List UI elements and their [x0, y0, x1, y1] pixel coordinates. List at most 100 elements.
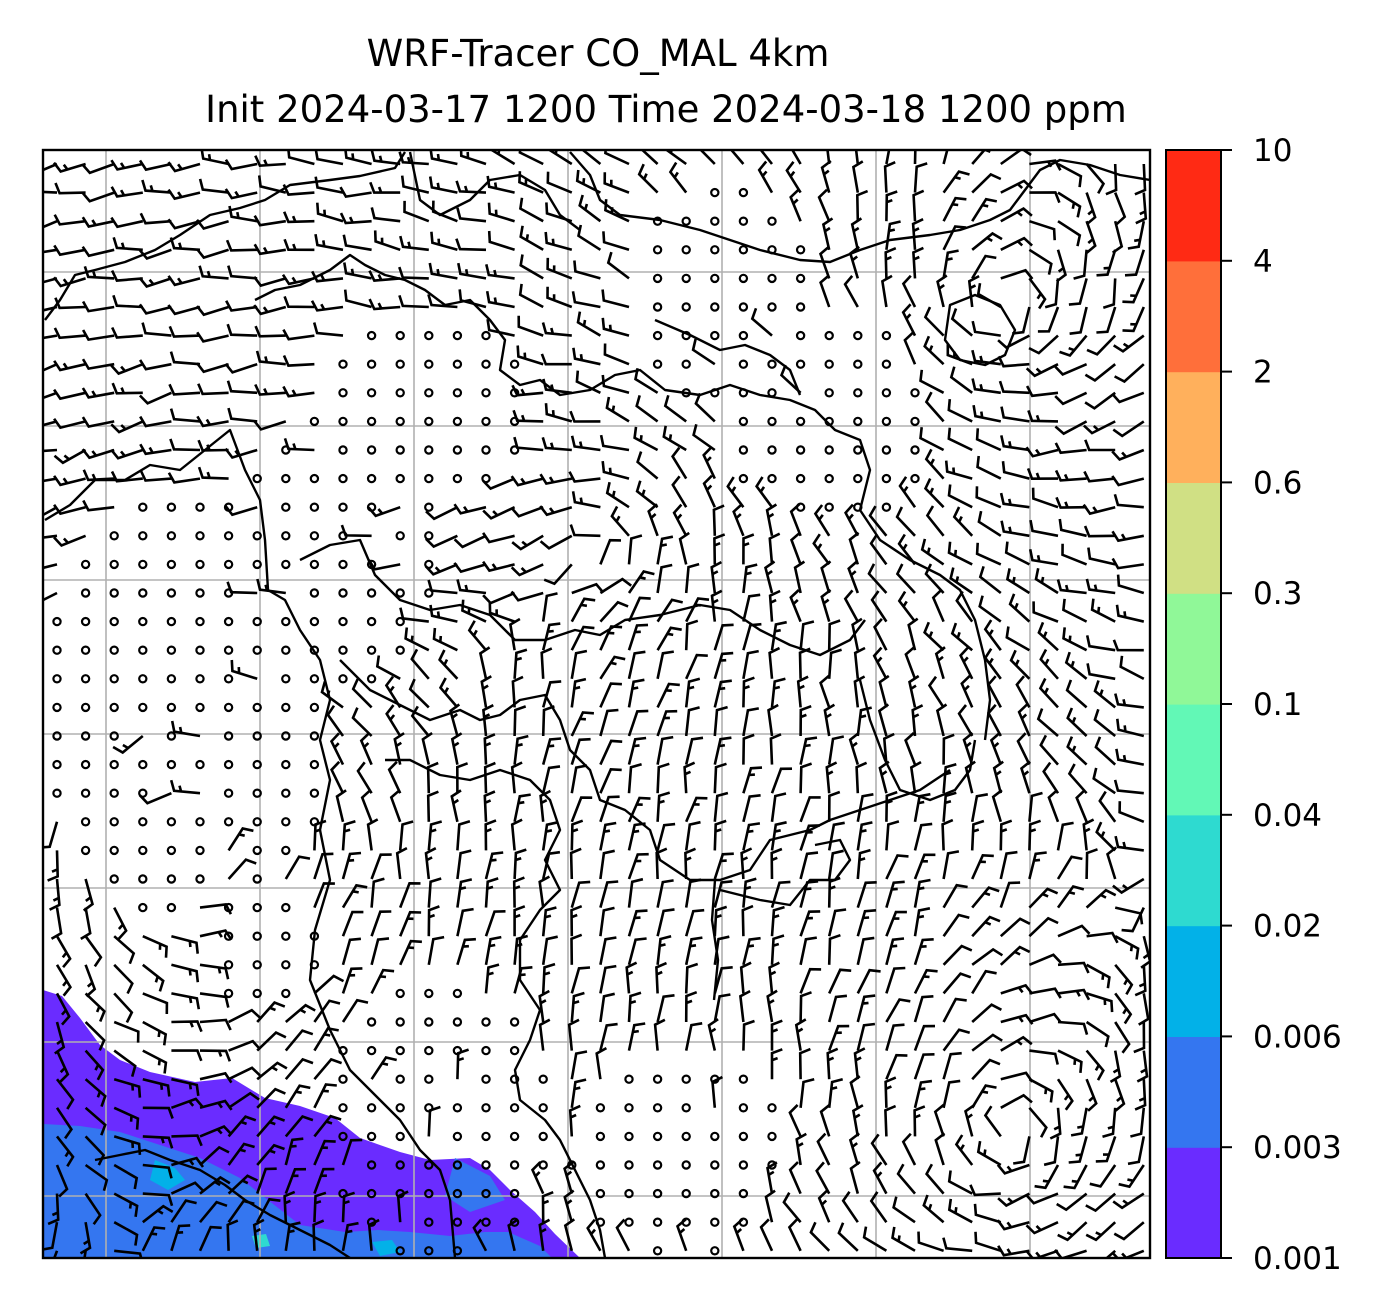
calm-wind-marker [366, 559, 377, 570]
wind-barb [170, 720, 201, 738]
wind-barb [767, 703, 779, 737]
wind-barb [942, 733, 955, 765]
calm-wind-marker [538, 1160, 548, 1170]
calm-wind-marker [481, 1160, 491, 1170]
wind-barb [1055, 249, 1068, 283]
calm-wind-marker [281, 502, 291, 512]
calm-wind-marker [166, 702, 177, 713]
wind-barb [255, 1167, 277, 1195]
wind-barb [141, 322, 172, 337]
calm-wind-marker [366, 588, 377, 598]
calm-wind-marker [166, 902, 177, 913]
wind-barb [942, 150, 949, 165]
wind-barb [885, 1053, 908, 1080]
calm-wind-marker [338, 674, 348, 684]
wind-barb [924, 563, 945, 594]
wind-barb [389, 789, 402, 823]
wind-barb [904, 732, 917, 766]
wind-barb [54, 182, 86, 195]
wind-barb [399, 607, 429, 623]
calm-wind-marker [138, 674, 148, 684]
wind-barb [656, 762, 670, 794]
wind-barb [809, 1221, 831, 1252]
wind-barb [455, 762, 469, 794]
calm-wind-marker [309, 674, 320, 684]
wind-barb [253, 419, 287, 431]
wind-barb [599, 434, 630, 452]
wind-barb [755, 476, 774, 508]
calm-wind-marker [395, 330, 405, 341]
calm-wind-marker [681, 1160, 691, 1170]
calm-wind-marker [338, 502, 348, 512]
wind-barb [605, 396, 630, 423]
calm-wind-marker [80, 559, 91, 570]
calm-wind-marker [624, 1103, 634, 1113]
wind-barb [81, 329, 115, 342]
wind-barb [827, 908, 847, 937]
wind-barb [742, 936, 761, 966]
calm-wind-marker [509, 1188, 520, 1199]
wind-barb [933, 1103, 945, 1137]
wind-barb [997, 1245, 1030, 1257]
calm-wind-marker [652, 1074, 663, 1084]
wind-barb [684, 908, 705, 937]
wind-barb [570, 597, 596, 623]
wind-barb [819, 274, 831, 308]
wind-barb [768, 961, 780, 994]
wind-barb [171, 992, 201, 1010]
wind-barb [884, 1104, 897, 1137]
calm-wind-marker [252, 731, 262, 741]
wind-barb [627, 909, 648, 937]
wind-barb [79, 1221, 92, 1255]
calm-wind-marker [395, 1246, 405, 1256]
calm-wind-marker [595, 1217, 606, 1227]
calm-wind-marker [195, 559, 205, 570]
wind-barb [142, 1204, 174, 1224]
calm-wind-marker [881, 502, 892, 512]
calm-wind-marker [424, 1017, 434, 1027]
wind-barb [683, 761, 696, 794]
wind-barb [869, 533, 888, 566]
calm-wind-marker [252, 559, 262, 570]
wind-barb [947, 398, 973, 423]
wind-barb [513, 848, 527, 880]
wind-barb [1115, 604, 1145, 623]
calm-wind-marker [853, 359, 863, 369]
wind-barb [684, 677, 701, 708]
wind-barb [1066, 736, 1088, 766]
wind-barb [1111, 391, 1145, 404]
wind-barb [1019, 760, 1031, 794]
wind-barb [1056, 821, 1074, 851]
wind-barb [827, 735, 845, 765]
wind-barb [1075, 789, 1088, 823]
wind-barb [770, 1019, 783, 1051]
wind-barb [610, 505, 630, 537]
wind-barb [227, 1142, 255, 1166]
wind-barb [986, 675, 1002, 709]
wind-barb [541, 622, 561, 651]
calm-wind-marker [452, 1131, 463, 1142]
wind-barb [892, 1196, 916, 1224]
wind-barb [827, 933, 841, 965]
wind-barb [942, 170, 970, 194]
wind-barb [369, 181, 401, 194]
wind-barb [544, 403, 573, 423]
calm-wind-marker [309, 759, 320, 770]
calm-wind-marker [452, 359, 463, 369]
calm-wind-marker [710, 1246, 720, 1256]
wind-barb [713, 679, 732, 708]
wind-barb [138, 792, 172, 805]
calm-wind-marker [710, 1131, 720, 1142]
wind-barb [541, 935, 558, 965]
wind-barb [456, 878, 473, 908]
wind-barb [455, 180, 487, 194]
wind-barb [799, 967, 822, 994]
wind-barb [199, 963, 230, 980]
wind-barb [284, 1029, 314, 1052]
calm-wind-marker [424, 1074, 434, 1084]
wind-barb [313, 1167, 335, 1195]
wind-barb [230, 659, 258, 681]
calm-wind-marker [452, 445, 463, 455]
wind-barb [110, 362, 144, 376]
wind-barb [799, 851, 819, 880]
